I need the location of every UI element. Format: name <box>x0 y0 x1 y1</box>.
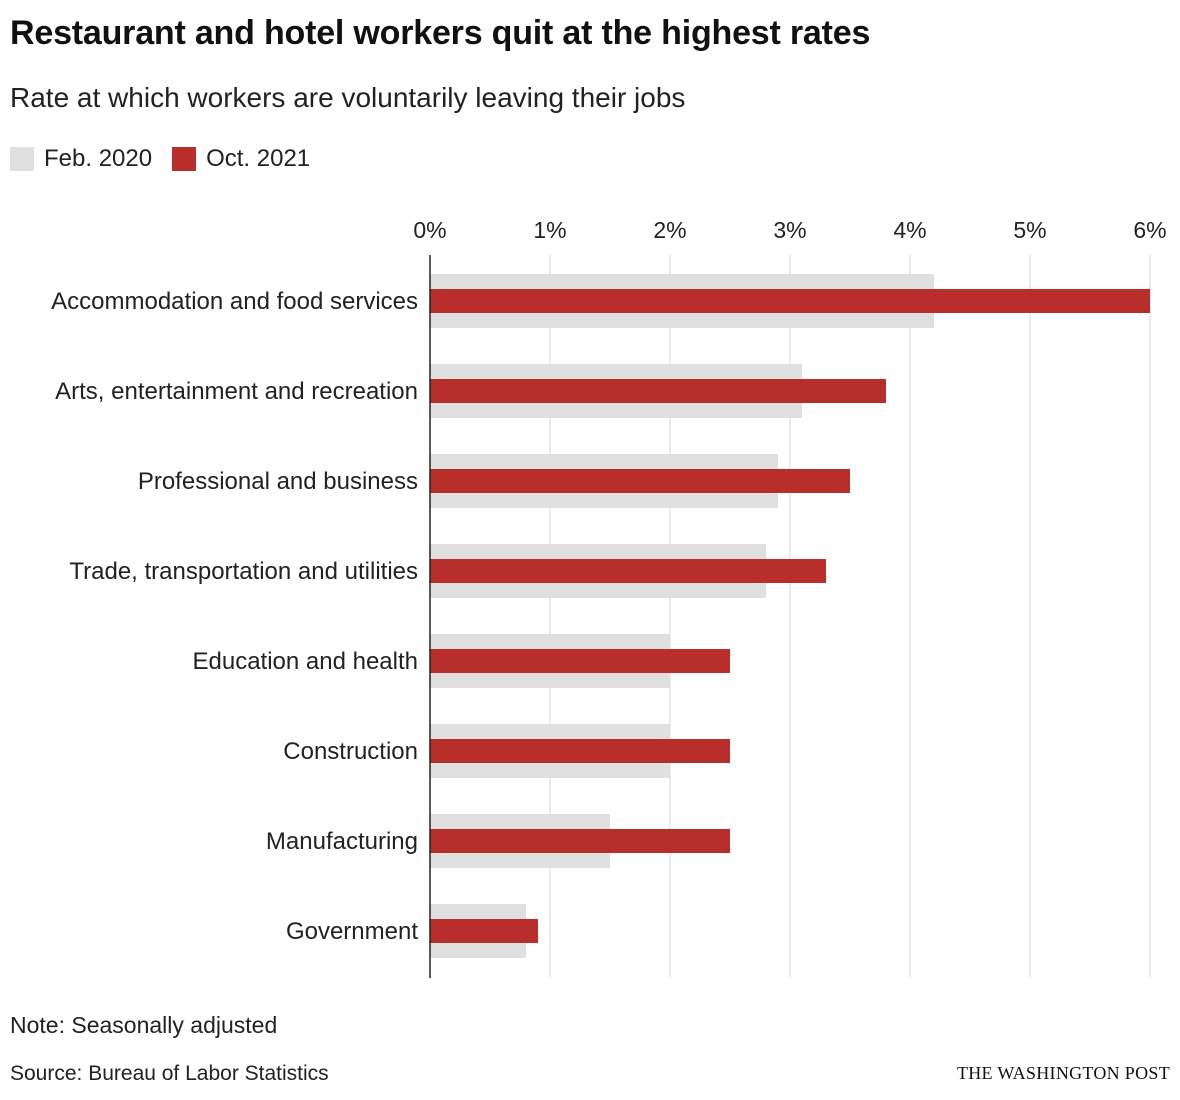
x-tick-label: 1% <box>533 217 566 243</box>
bar-oct-2021 <box>430 829 730 853</box>
x-tick-label: 4% <box>893 217 926 243</box>
x-tick-label: 6% <box>1133 217 1166 243</box>
legend-label-oct-2021: Oct. 2021 <box>206 145 311 172</box>
bar-oct-2021 <box>430 649 730 673</box>
bar-oct-2021 <box>430 559 826 583</box>
x-tick-label: 5% <box>1013 217 1046 243</box>
x-tick-label: 2% <box>653 217 686 243</box>
legend-item-feb-2020: Feb. 2020 <box>10 145 152 173</box>
bar-oct-2021 <box>430 919 538 943</box>
bar-chart: 0% 1% 2% 3% 4% 5% 6% Accommodation and food ser… <box>51 217 1167 978</box>
bar-oct-2021 <box>430 379 886 403</box>
category-label: Construction <box>283 738 418 765</box>
bar-oct-2021 <box>430 469 850 493</box>
category-label: Manufacturing <box>266 828 418 855</box>
chart-title: Restaurant and hotel workers quit at the… <box>10 14 871 52</box>
legend: Feb. 2020 Oct. 2021 <box>10 145 330 173</box>
legend-item-oct-2021: Oct. 2021 <box>172 145 310 173</box>
legend-swatch-oct-2021 <box>172 147 197 171</box>
x-tick-label: 0% <box>413 217 446 243</box>
category-label: Education and health <box>192 648 418 675</box>
category-label: Accommodation and food services <box>51 288 418 315</box>
category-label: Professional and business <box>138 468 418 495</box>
chart-source: Source: Bureau of Labor Statistics <box>10 1062 329 1085</box>
legend-label-feb-2020: Feb. 2020 <box>44 145 153 172</box>
category-label: Arts, entertainment and recreation <box>55 378 418 405</box>
category-label: Trade, transportation and utilities <box>69 558 418 585</box>
category-label: Government <box>286 918 418 945</box>
bar-oct-2021 <box>430 289 1150 313</box>
x-tick-label: 3% <box>773 217 806 243</box>
publisher-logo: THE WASHINGTON POST <box>956 1063 1170 1083</box>
bar-oct-2021 <box>430 739 730 763</box>
chart-note: Note: Seasonally adjusted <box>10 1012 278 1038</box>
chart-subtitle: Rate at which workers are voluntarily le… <box>10 82 686 113</box>
legend-swatch-feb-2020 <box>10 147 34 171</box>
